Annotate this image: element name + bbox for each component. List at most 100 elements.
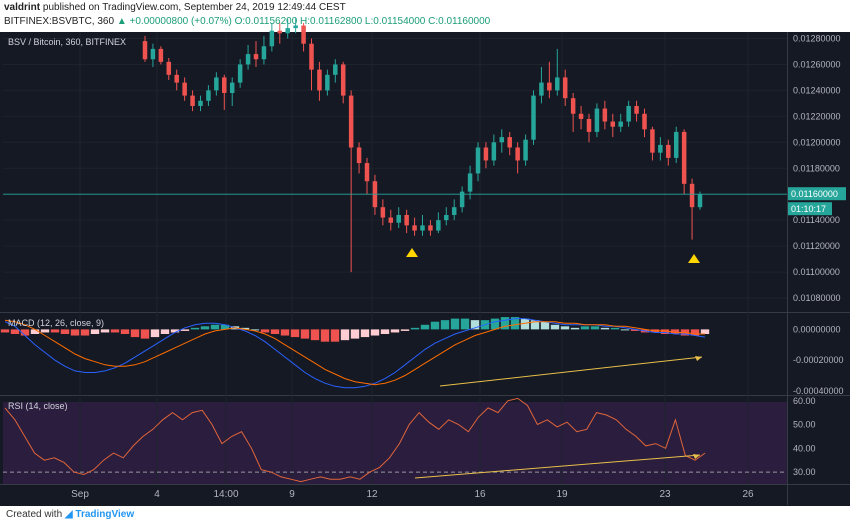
rsi-pane-title: RSI (14, close) (8, 401, 68, 411)
macd-histogram-bar (380, 329, 390, 334)
candle-body (515, 147, 520, 161)
x-tick-label: 9 (289, 489, 295, 500)
macd-histogram-bar (390, 329, 400, 333)
candle-body (428, 225, 433, 231)
candle-body (650, 129, 655, 153)
candle-body (610, 121, 616, 127)
candle-body (388, 217, 394, 223)
macd-histogram-bar (500, 317, 510, 330)
macd-histogram-bar (370, 329, 380, 336)
price-tick-label: 0.01080000 (793, 293, 841, 303)
candle-body (229, 82, 235, 93)
footer: Created with ◢ TradingView (0, 506, 850, 526)
up-arrow-icon: ▲ (116, 16, 127, 27)
macd-tick-label: -0.00040000 (793, 386, 844, 396)
macd-histogram-bar (140, 329, 150, 339)
price-tick-label: 0.01260000 (793, 59, 841, 69)
candle-body (237, 64, 243, 83)
macd-histogram-bar (100, 329, 110, 333)
macd-histogram-bar (330, 329, 340, 342)
price-tick-label: 0.01240000 (793, 85, 841, 95)
x-tick-label: 12 (366, 489, 378, 500)
candle-body (277, 30, 283, 34)
macd-histogram-bar (70, 329, 80, 336)
candle-body (293, 25, 298, 29)
candle-body (340, 64, 346, 96)
macd-histogram-bar (430, 321, 440, 330)
candle-body (444, 214, 449, 221)
candle-body (150, 48, 156, 60)
price-tick-label: 0.01120000 (793, 241, 840, 251)
x-tick-label: 19 (556, 489, 568, 500)
rsi-band (3, 402, 787, 484)
candle-body (673, 131, 679, 158)
candle-body (261, 46, 267, 60)
price-pane-title: BSV / Bitcoin, 360, BITFINEX (8, 37, 126, 47)
triangle-up-icon (688, 254, 700, 263)
macd-histogram-bar (50, 329, 60, 333)
candle-body (586, 118, 592, 132)
candle-body (547, 82, 552, 91)
candle-body (182, 82, 187, 96)
candle-body (333, 64, 338, 75)
candle-body (634, 105, 639, 114)
macd-histogram-bar (160, 329, 170, 334)
candle-body (459, 191, 465, 208)
x-tick-label: 23 (659, 489, 671, 500)
candle-body (309, 43, 314, 70)
candle-body (301, 25, 306, 44)
candle-body (507, 137, 512, 148)
candle-body (166, 61, 172, 75)
candle-body (483, 147, 489, 161)
price-tick-label: 0.01100000 (793, 267, 840, 277)
chart-header: valdrint published on TradingView.com, S… (0, 0, 850, 32)
price-tick-label: 0.01200000 (793, 137, 841, 147)
candle-body (198, 100, 203, 106)
macd-histogram-bar (410, 327, 420, 330)
candle-body (325, 74, 330, 91)
candle-body (420, 225, 425, 231)
author-name[interactable]: valdrint (4, 2, 41, 13)
open-value: O:0.01156200 (234, 16, 298, 27)
macd-histogram-bar (200, 326, 210, 330)
candle-body (666, 144, 671, 158)
macd-histogram-bar (310, 329, 320, 341)
candle-body (404, 214, 409, 226)
macd-histogram-bar (120, 329, 130, 334)
rsi-tick-label: 60.00 (793, 396, 816, 406)
published-text: published on TradingView.com, September … (42, 2, 346, 13)
candle-body (491, 142, 497, 161)
candle-body (658, 144, 663, 153)
candle-body (269, 30, 275, 47)
candle-body (356, 147, 362, 164)
countdown-tag (788, 202, 832, 216)
macd-histogram-bar (290, 329, 300, 338)
macd-histogram-bar (460, 318, 470, 330)
rsi-tick-label: 50.00 (793, 420, 816, 430)
tradingview-brand[interactable]: TradingView (75, 509, 135, 520)
macd-histogram-bar (130, 329, 140, 338)
macd-histogram-bar (630, 329, 640, 331)
divergence-arrowhead (693, 454, 700, 459)
macd-histogram-bar (280, 329, 290, 336)
macd-histogram-bar (400, 329, 410, 331)
macd-histogram-bar (80, 329, 90, 336)
macd-histogram-bar (470, 320, 480, 330)
macd-histogram-bar (10, 329, 20, 334)
candle-body (539, 82, 544, 96)
macd-histogram-bar (530, 320, 540, 330)
candle-body (451, 207, 457, 215)
macd-histogram-bar (420, 324, 430, 330)
candle-body (206, 90, 211, 101)
candle-body (562, 77, 568, 99)
candle-body (380, 207, 386, 218)
divergence-arrowhead (695, 356, 702, 361)
macd-histogram-bar (350, 329, 360, 339)
macd-histogram-bar (660, 329, 670, 334)
high-value: H:0.01162800 (300, 16, 363, 27)
macd-histogram-bar (600, 327, 610, 330)
macd-histogram-bar (40, 329, 50, 333)
macd-histogram-bar (210, 324, 220, 330)
x-tick-label: Sep (71, 489, 89, 500)
